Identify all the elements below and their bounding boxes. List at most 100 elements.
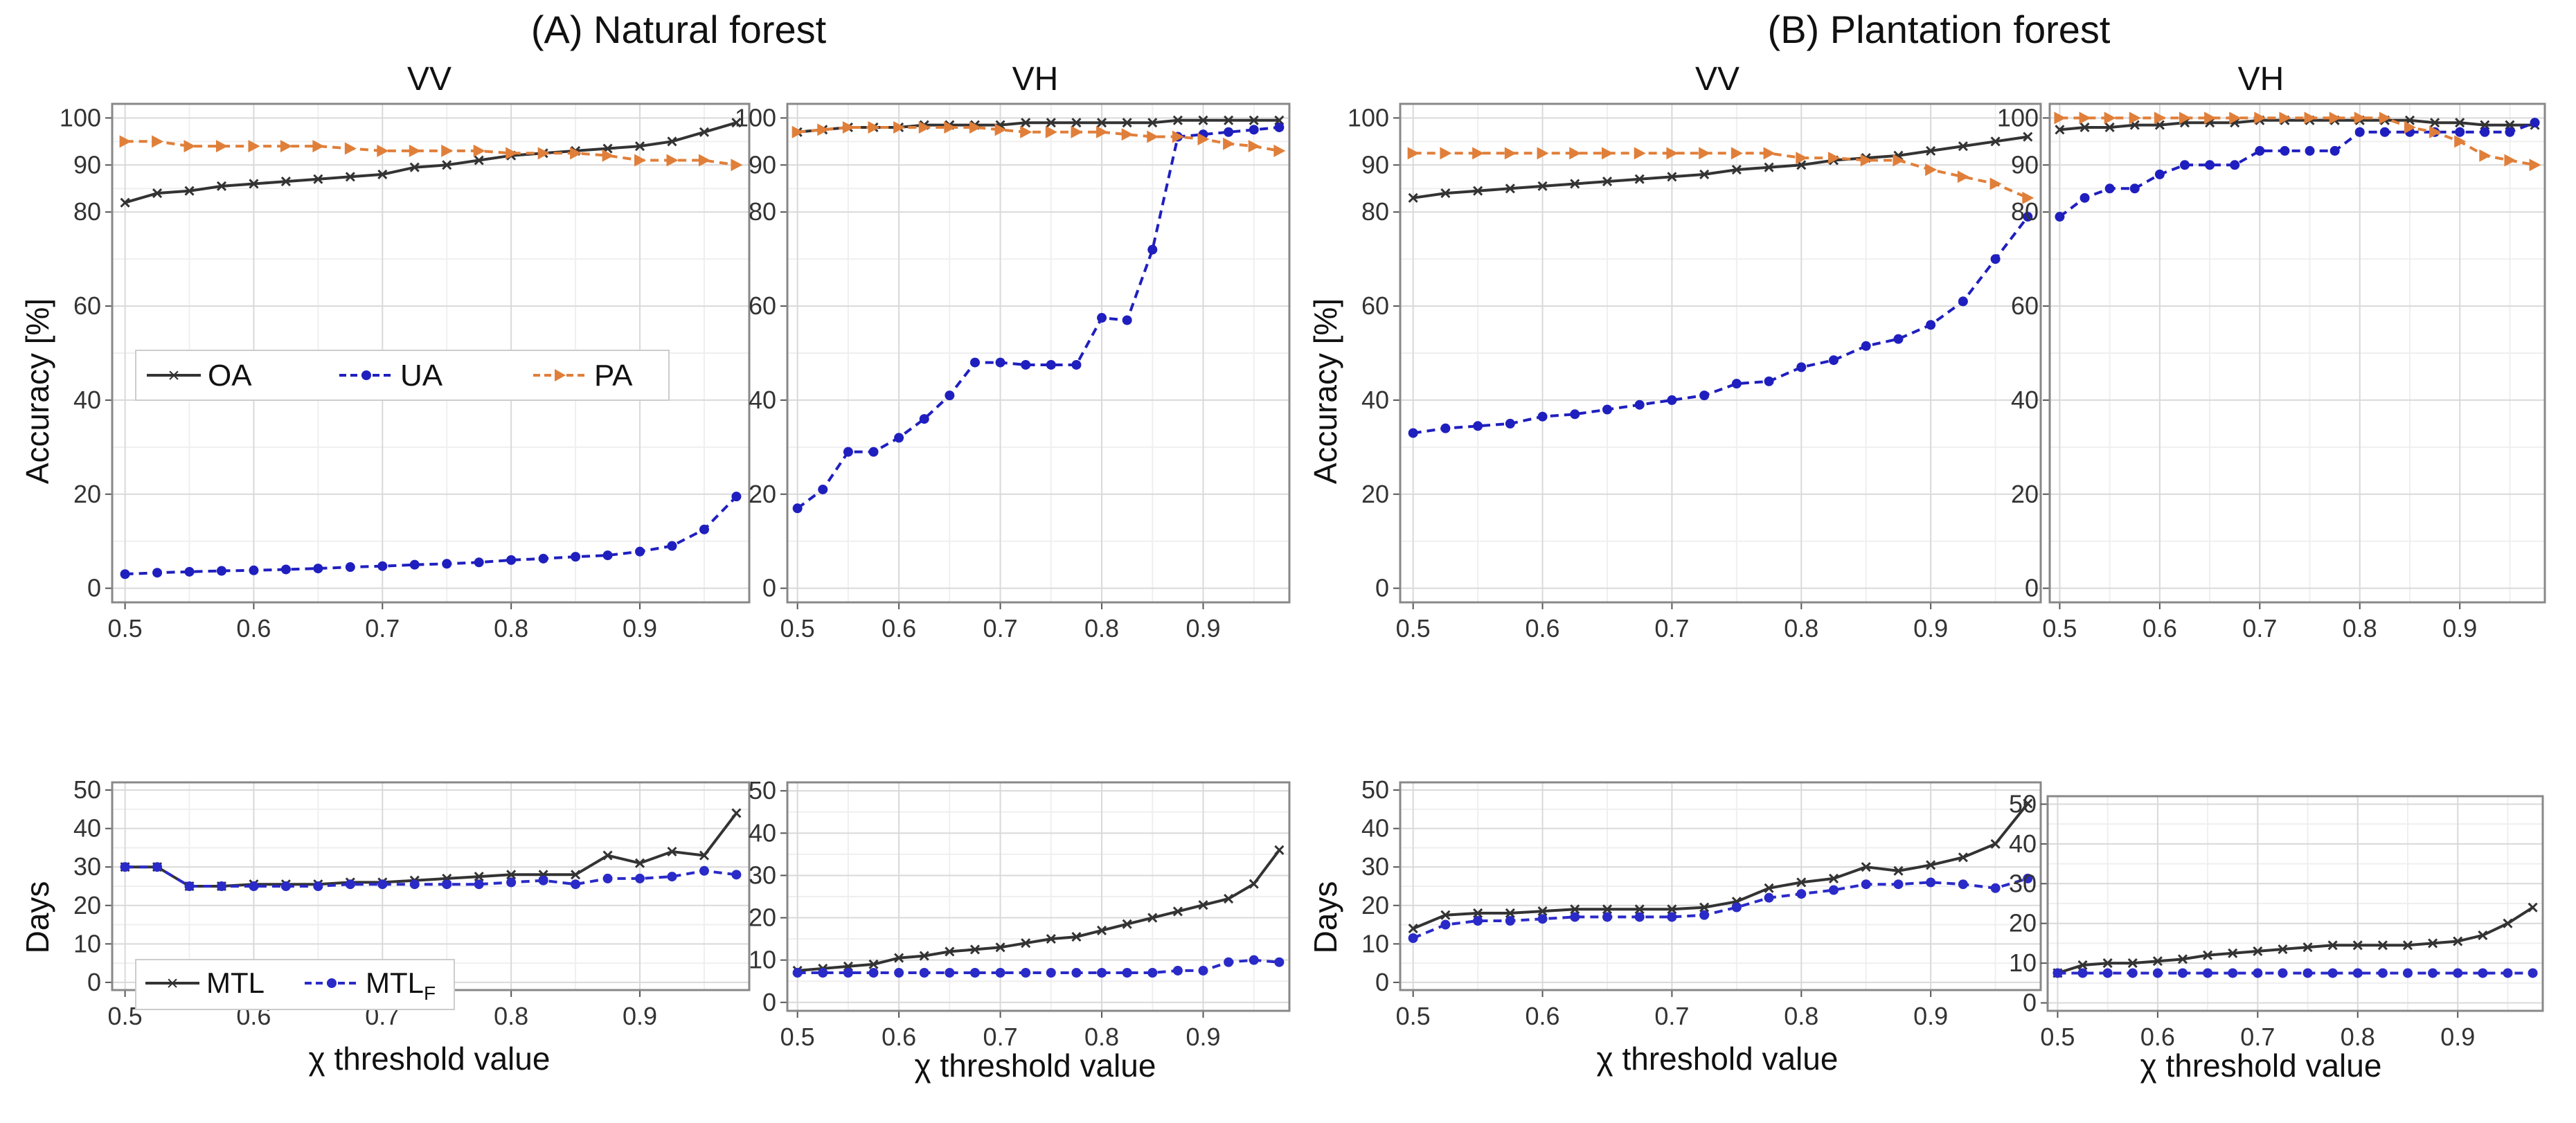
data-point-mtlf [1440, 919, 1451, 930]
data-point-oa [1046, 118, 1056, 128]
data-point-mtlf [1505, 916, 1515, 926]
y-tick-label: 100 [1997, 103, 2039, 132]
data-point-mtlf [409, 879, 420, 890]
y-tick-label: 40 [749, 818, 776, 847]
data-point-mtlf [377, 879, 388, 890]
data-point-mtl [868, 959, 879, 969]
y-tick-label: 20 [73, 891, 101, 919]
data-point-mtlf [1473, 916, 1483, 926]
data-point-mtlf [313, 881, 323, 891]
x-tick-label: 0.9 [1913, 614, 1948, 643]
data-point-mtlf [1071, 968, 1082, 978]
y-tick-label: 0 [762, 988, 776, 1016]
data-point-oa [2480, 120, 2490, 130]
data-point-pa [119, 135, 132, 148]
data-point-mtlf [2228, 968, 2238, 978]
data-point-pa [2404, 120, 2416, 134]
data-point-mtlf [2023, 873, 2033, 883]
data-point-ua [868, 447, 879, 457]
data-point-ua [995, 357, 1005, 368]
data-point-mtlf [1021, 968, 1031, 978]
data-point-oa [1634, 174, 1645, 184]
x-tick-label: 0.9 [623, 1002, 657, 1030]
data-point-ua [1699, 390, 1710, 401]
data-point-mtlf [2403, 968, 2413, 978]
data-point-pa [2254, 111, 2266, 125]
data-point-ua [1829, 355, 1839, 366]
data-point-mtlf [1198, 965, 1208, 976]
data-point-ua [699, 524, 709, 534]
data-point-oa [1731, 165, 1742, 175]
data-point-mtlf [1097, 968, 1107, 978]
data-point-ua [2455, 127, 2465, 137]
x-tick-label: 0.7 [365, 614, 400, 643]
x-tick-label: 0.5 [2042, 614, 2077, 643]
data-point-ua [152, 568, 163, 578]
y-tick-label: 10 [2009, 949, 2037, 977]
y-tick-label: 30 [2009, 869, 2037, 897]
data-point-pa [1730, 147, 1743, 160]
data-point-ua [2129, 183, 2140, 194]
data-point-pa [1440, 147, 1452, 160]
data-point-ua [1602, 404, 1612, 415]
data-point-mtl [1096, 925, 1107, 935]
x-tick-label: 0.6 [2143, 614, 2177, 643]
data-point-mtl [602, 850, 613, 861]
y-tick-label: 20 [749, 904, 776, 932]
data-point-ua [120, 569, 130, 580]
data-point-mtl [1634, 904, 1645, 915]
data-point-pa [1273, 144, 1286, 157]
data-point-ua [2255, 145, 2265, 156]
data-point-mtl [1224, 893, 1234, 904]
data-point-mtlf [1147, 968, 1158, 978]
data-point-oa [1926, 145, 1936, 156]
data-point-mtlf [2127, 968, 2138, 978]
data-point-mtl [731, 808, 742, 818]
y-tick-label: 0 [1375, 574, 1389, 602]
data-point-mtl [995, 942, 1005, 953]
series-line-ua [1413, 215, 2029, 435]
data-point-mtl [1408, 924, 1418, 934]
data-point-oa [474, 155, 484, 165]
data-point-oa [442, 160, 452, 170]
data-point-oa [280, 177, 291, 187]
data-point-mtl [2253, 946, 2263, 956]
data-point-ua [184, 566, 195, 577]
data-point-pa [1096, 125, 1109, 138]
data-point-ua [894, 433, 904, 443]
data-point-pa [969, 120, 981, 134]
data-point-ua [1249, 125, 1259, 135]
data-point-mtlf [345, 879, 355, 890]
y-tick-label: 80 [749, 197, 776, 226]
data-point-ua [1097, 313, 1107, 323]
data-point-mtl [1958, 852, 1968, 863]
data-point-mtlf [843, 968, 853, 978]
x-tick-label: 0.7 [983, 1023, 1018, 1051]
data-point-mtlf [1046, 968, 1056, 978]
panel-title-b-vh: VH [2238, 61, 2284, 98]
data-point-mtlf [474, 879, 484, 890]
data-point-pa [602, 149, 614, 162]
data-point-pa [791, 125, 804, 138]
data-point-oa [1505, 183, 1515, 194]
legend-accuracy: × OA UA PA [135, 350, 670, 401]
y-tick-label: 30 [73, 852, 101, 881]
data-point-pa [312, 140, 325, 153]
data-point-oa [1699, 169, 1710, 179]
y-tick-label: 60 [1361, 291, 1389, 320]
panel-b-vv-days: 0.5 0.6 0.7 0.8 0.9 0 10 20 30 40 50 [1361, 775, 2042, 1030]
data-point-mtlf [442, 879, 452, 890]
y-tick-label: 80 [73, 197, 101, 226]
data-point-ua [731, 492, 742, 502]
legend-mtl-label: MTL [206, 967, 265, 999]
data-point-mtl [1828, 873, 1839, 883]
panel-title-b-vv: VV [1695, 61, 1739, 98]
data-point-mtlf [1634, 912, 1645, 922]
series-line-mtl [1412, 802, 2029, 930]
data-point-mtlf [1602, 912, 1612, 922]
data-point-oa [1570, 179, 1580, 189]
data-point-ua [1071, 359, 1082, 370]
y-tick-label: 20 [2011, 480, 2039, 508]
data-point-mtl [667, 846, 677, 857]
y-tick-label: 40 [2011, 386, 2039, 414]
